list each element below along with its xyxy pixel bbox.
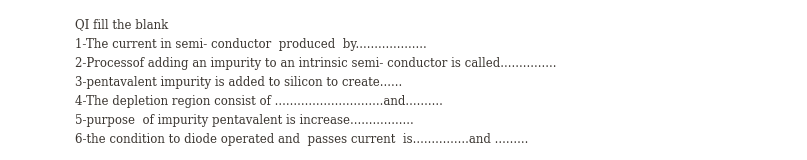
Text: 3-pentavalent impurity is added to silicon to create......: 3-pentavalent impurity is added to silic… — [75, 76, 402, 89]
Text: 2-Processof adding an impurity to an intrinsic semi- conductor is called........: 2-Processof adding an impurity to an int… — [75, 57, 557, 70]
Text: 5-purpose  of impurity pentavalent is increase.................: 5-purpose of impurity pentavalent is inc… — [75, 114, 414, 127]
Text: 1-The current in semi- conductor  produced  by...................: 1-The current in semi- conductor produce… — [75, 38, 427, 51]
Text: 6-the condition to diode operated and  passes current  is...............and ....: 6-the condition to diode operated and pa… — [75, 133, 529, 146]
Text: 4-The depletion region consist of .............................and..........: 4-The depletion region consist of ......… — [75, 95, 443, 108]
Text: QI fill the blank: QI fill the blank — [75, 18, 168, 31]
